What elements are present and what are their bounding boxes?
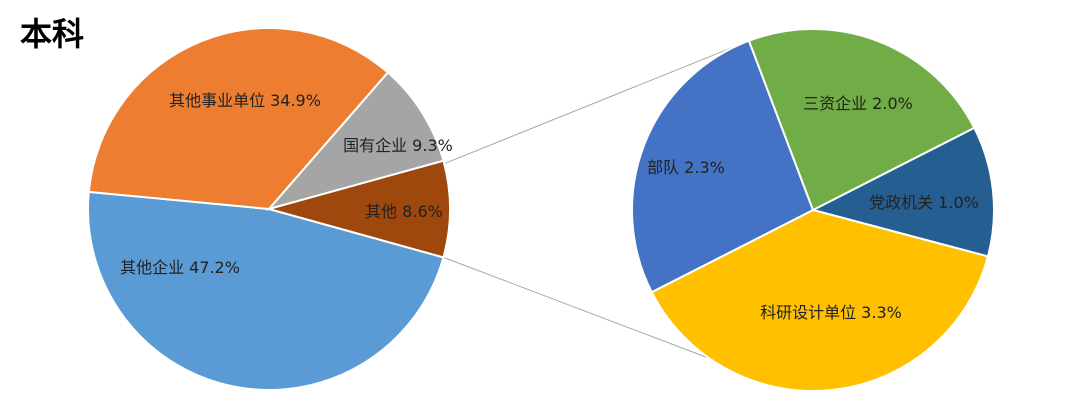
pie-slice [747,28,976,212]
slice-value: 9.3% [412,136,453,155]
slice-label: 其他企业 47.2% [120,258,240,277]
slice-value: 2.0% [872,94,913,113]
slice-category: 三资企业 [803,94,867,113]
connector-line [443,256,710,359]
slice-value: 47.2% [189,258,240,277]
slice-category: 党政机关 [869,193,933,212]
connector-line [444,39,752,165]
slice-value: 8.6% [402,202,443,221]
slice-label: 部队 2.3% [647,158,725,177]
slice-value: 2.3% [684,158,725,177]
slice-value: 3.3% [861,303,902,322]
slice-label: 三资企业 2.0% [803,94,913,113]
pie-slice [265,159,451,259]
slice-category: 国有企业 [343,136,407,155]
pie-slice [631,39,815,294]
slice-category: 部队 [647,158,679,177]
slice-label: 其他事业单位 34.9% [169,91,321,110]
chart-title: 本科 [20,15,84,53]
slice-label: 党政机关 1.0% [869,193,979,212]
slice-category: 其他 [365,202,397,221]
pie-slice [87,27,390,211]
slice-category: 其他企业 [120,258,184,277]
pie-slice [810,126,995,258]
pie-slice [87,190,445,391]
slice-value: 34.9% [270,91,321,110]
slice-label: 科研设计单位 3.3% [760,303,902,322]
slice-category: 科研设计单位 [760,303,856,322]
pie-slice [650,208,990,392]
slice-value: 1.0% [938,193,979,212]
slice-category: 其他事业单位 [169,91,265,110]
connectors [443,39,752,359]
pie-slice [266,71,445,211]
slice-label: 其他 8.6% [365,202,443,221]
slice-label: 国有企业 9.3% [343,136,453,155]
